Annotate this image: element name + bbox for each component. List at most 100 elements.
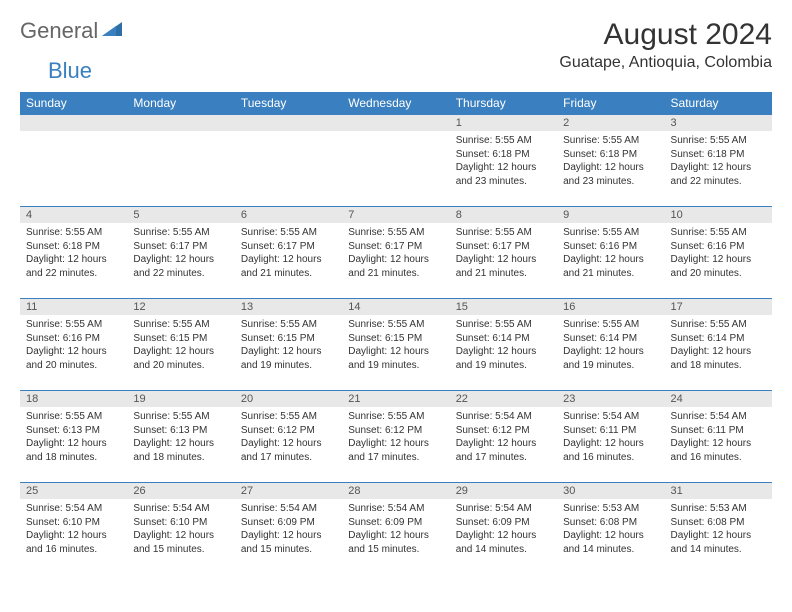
day-number: 13 bbox=[235, 299, 342, 315]
day-number: 23 bbox=[557, 391, 664, 407]
day-detail-line: Daylight: 12 hours and 18 minutes. bbox=[671, 345, 766, 372]
day-detail-line: Daylight: 12 hours and 14 minutes. bbox=[671, 529, 766, 556]
day-detail-line: Sunset: 6:17 PM bbox=[133, 240, 228, 254]
day-detail-line: Daylight: 12 hours and 19 minutes. bbox=[563, 345, 658, 372]
calendar-cell: 4Sunrise: 5:55 AMSunset: 6:18 PMDaylight… bbox=[20, 207, 127, 299]
day-detail-line: Sunrise: 5:55 AM bbox=[348, 226, 443, 240]
day-detail-line: Sunset: 6:15 PM bbox=[241, 332, 336, 346]
calendar-cell: 27Sunrise: 5:54 AMSunset: 6:09 PMDayligh… bbox=[235, 483, 342, 575]
day-number: 21 bbox=[342, 391, 449, 407]
calendar-week-row: 1Sunrise: 5:55 AMSunset: 6:18 PMDaylight… bbox=[20, 115, 772, 207]
calendar-cell: 30Sunrise: 5:53 AMSunset: 6:08 PMDayligh… bbox=[557, 483, 664, 575]
day-detail-line: Daylight: 12 hours and 14 minutes. bbox=[563, 529, 658, 556]
logo: General bbox=[20, 18, 126, 44]
calendar-cell: 9Sunrise: 5:55 AMSunset: 6:16 PMDaylight… bbox=[557, 207, 664, 299]
day-details bbox=[342, 131, 449, 137]
day-number bbox=[235, 115, 342, 131]
day-details: Sunrise: 5:53 AMSunset: 6:08 PMDaylight:… bbox=[665, 499, 772, 559]
calendar-cell: 6Sunrise: 5:55 AMSunset: 6:17 PMDaylight… bbox=[235, 207, 342, 299]
day-number: 25 bbox=[20, 483, 127, 499]
day-detail-line: Sunrise: 5:54 AM bbox=[26, 502, 121, 516]
day-details: Sunrise: 5:55 AMSunset: 6:17 PMDaylight:… bbox=[127, 223, 234, 283]
day-detail-line: Sunset: 6:08 PM bbox=[671, 516, 766, 530]
day-details: Sunrise: 5:54 AMSunset: 6:09 PMDaylight:… bbox=[342, 499, 449, 559]
calendar-cell: 19Sunrise: 5:55 AMSunset: 6:13 PMDayligh… bbox=[127, 391, 234, 483]
day-number: 20 bbox=[235, 391, 342, 407]
day-detail-line: Sunrise: 5:55 AM bbox=[348, 318, 443, 332]
day-number: 15 bbox=[450, 299, 557, 315]
day-detail-line: Sunrise: 5:55 AM bbox=[26, 410, 121, 424]
day-detail-line: Sunrise: 5:55 AM bbox=[563, 134, 658, 148]
day-details: Sunrise: 5:53 AMSunset: 6:08 PMDaylight:… bbox=[557, 499, 664, 559]
day-detail-line: Sunset: 6:09 PM bbox=[348, 516, 443, 530]
day-detail-line: Sunrise: 5:55 AM bbox=[133, 226, 228, 240]
day-detail-line: Sunrise: 5:55 AM bbox=[456, 134, 551, 148]
day-detail-line: Daylight: 12 hours and 22 minutes. bbox=[26, 253, 121, 280]
day-number: 28 bbox=[342, 483, 449, 499]
day-detail-line: Sunset: 6:10 PM bbox=[133, 516, 228, 530]
day-details: Sunrise: 5:55 AMSunset: 6:18 PMDaylight:… bbox=[557, 131, 664, 191]
calendar-cell: 28Sunrise: 5:54 AMSunset: 6:09 PMDayligh… bbox=[342, 483, 449, 575]
month-title: August 2024 bbox=[559, 18, 772, 52]
calendar-cell: 1Sunrise: 5:55 AMSunset: 6:18 PMDaylight… bbox=[450, 115, 557, 207]
calendar-cell: 2Sunrise: 5:55 AMSunset: 6:18 PMDaylight… bbox=[557, 115, 664, 207]
calendar-cell: 12Sunrise: 5:55 AMSunset: 6:15 PMDayligh… bbox=[127, 299, 234, 391]
day-detail-line: Sunset: 6:11 PM bbox=[563, 424, 658, 438]
day-details: Sunrise: 5:55 AMSunset: 6:15 PMDaylight:… bbox=[342, 315, 449, 375]
calendar-cell: 7Sunrise: 5:55 AMSunset: 6:17 PMDaylight… bbox=[342, 207, 449, 299]
calendar-cell: 24Sunrise: 5:54 AMSunset: 6:11 PMDayligh… bbox=[665, 391, 772, 483]
day-detail-line: Sunset: 6:12 PM bbox=[456, 424, 551, 438]
day-detail-line: Sunset: 6:18 PM bbox=[671, 148, 766, 162]
day-detail-line: Daylight: 12 hours and 21 minutes. bbox=[348, 253, 443, 280]
day-detail-line: Sunset: 6:11 PM bbox=[671, 424, 766, 438]
day-detail-line: Sunrise: 5:55 AM bbox=[241, 226, 336, 240]
weekday-header: Monday bbox=[127, 92, 234, 115]
day-detail-line: Sunset: 6:16 PM bbox=[26, 332, 121, 346]
day-detail-line: Sunrise: 5:55 AM bbox=[26, 318, 121, 332]
day-number: 19 bbox=[127, 391, 234, 407]
calendar-cell: 22Sunrise: 5:54 AMSunset: 6:12 PMDayligh… bbox=[450, 391, 557, 483]
logo-text-general: General bbox=[20, 18, 98, 44]
day-details: Sunrise: 5:55 AMSunset: 6:18 PMDaylight:… bbox=[20, 223, 127, 283]
calendar-cell: 8Sunrise: 5:55 AMSunset: 6:17 PMDaylight… bbox=[450, 207, 557, 299]
day-detail-line: Sunrise: 5:55 AM bbox=[26, 226, 121, 240]
day-number: 27 bbox=[235, 483, 342, 499]
calendar-table: Sunday Monday Tuesday Wednesday Thursday… bbox=[20, 92, 772, 575]
day-detail-line: Daylight: 12 hours and 23 minutes. bbox=[563, 161, 658, 188]
day-details bbox=[127, 131, 234, 137]
logo-text-blue: Blue bbox=[48, 58, 92, 83]
day-number: 17 bbox=[665, 299, 772, 315]
day-detail-line: Sunrise: 5:55 AM bbox=[563, 318, 658, 332]
calendar-cell: 14Sunrise: 5:55 AMSunset: 6:15 PMDayligh… bbox=[342, 299, 449, 391]
day-details bbox=[20, 131, 127, 137]
day-detail-line: Daylight: 12 hours and 17 minutes. bbox=[241, 437, 336, 464]
day-detail-line: Sunset: 6:17 PM bbox=[241, 240, 336, 254]
calendar-cell bbox=[20, 115, 127, 207]
calendar-body: 1Sunrise: 5:55 AMSunset: 6:18 PMDaylight… bbox=[20, 115, 772, 575]
day-detail-line: Sunrise: 5:54 AM bbox=[563, 410, 658, 424]
day-details: Sunrise: 5:55 AMSunset: 6:12 PMDaylight:… bbox=[342, 407, 449, 467]
day-details: Sunrise: 5:55 AMSunset: 6:17 PMDaylight:… bbox=[342, 223, 449, 283]
weekday-header: Saturday bbox=[665, 92, 772, 115]
day-detail-line: Sunrise: 5:54 AM bbox=[456, 502, 551, 516]
day-detail-line: Sunrise: 5:55 AM bbox=[241, 410, 336, 424]
day-detail-line: Daylight: 12 hours and 17 minutes. bbox=[456, 437, 551, 464]
day-detail-line: Sunset: 6:14 PM bbox=[671, 332, 766, 346]
weekday-header: Thursday bbox=[450, 92, 557, 115]
day-detail-line: Sunset: 6:17 PM bbox=[456, 240, 551, 254]
day-detail-line: Sunset: 6:15 PM bbox=[348, 332, 443, 346]
day-detail-line: Daylight: 12 hours and 15 minutes. bbox=[348, 529, 443, 556]
day-detail-line: Sunrise: 5:55 AM bbox=[671, 226, 766, 240]
calendar-cell: 20Sunrise: 5:55 AMSunset: 6:12 PMDayligh… bbox=[235, 391, 342, 483]
weekday-header: Tuesday bbox=[235, 92, 342, 115]
calendar-week-row: 18Sunrise: 5:55 AMSunset: 6:13 PMDayligh… bbox=[20, 391, 772, 483]
calendar-cell: 21Sunrise: 5:55 AMSunset: 6:12 PMDayligh… bbox=[342, 391, 449, 483]
day-detail-line: Daylight: 12 hours and 21 minutes. bbox=[241, 253, 336, 280]
day-details: Sunrise: 5:55 AMSunset: 6:16 PMDaylight:… bbox=[665, 223, 772, 283]
day-detail-line: Sunrise: 5:55 AM bbox=[133, 410, 228, 424]
day-detail-line: Daylight: 12 hours and 18 minutes. bbox=[26, 437, 121, 464]
day-number: 24 bbox=[665, 391, 772, 407]
day-number: 4 bbox=[20, 207, 127, 223]
calendar-cell: 3Sunrise: 5:55 AMSunset: 6:18 PMDaylight… bbox=[665, 115, 772, 207]
day-detail-line: Daylight: 12 hours and 16 minutes. bbox=[563, 437, 658, 464]
